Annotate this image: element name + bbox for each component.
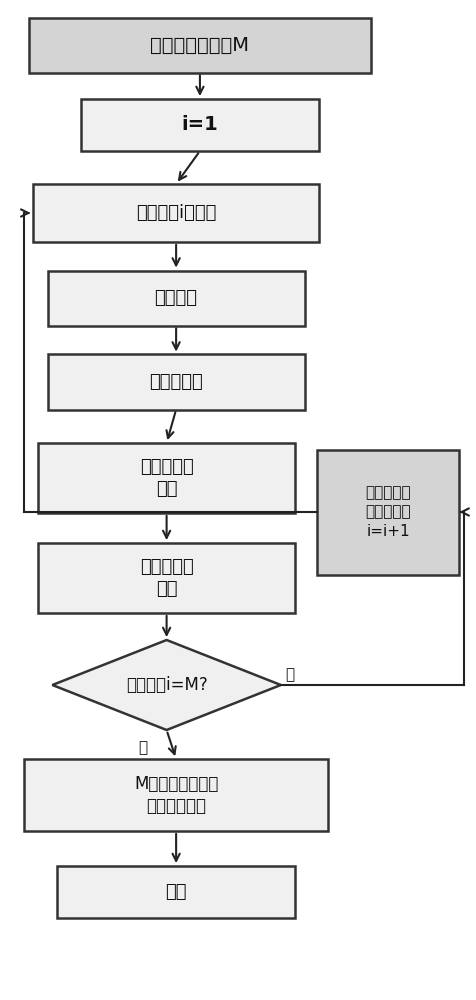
FancyBboxPatch shape (81, 99, 319, 151)
FancyBboxPatch shape (317, 450, 459, 574)
Text: 计算流速图: 计算流速图 (149, 373, 203, 391)
Text: 完成扫描i=M?: 完成扫描i=M? (126, 676, 208, 694)
FancyBboxPatch shape (24, 759, 328, 831)
Text: 扫描到第i个位置: 扫描到第i个位置 (136, 204, 216, 222)
Text: M个扫描位置所得
流速图求平均: M个扫描位置所得 流速图求平均 (134, 775, 218, 815)
FancyBboxPatch shape (33, 184, 319, 242)
Text: 采集图像: 采集图像 (155, 289, 198, 307)
FancyBboxPatch shape (29, 17, 371, 73)
FancyBboxPatch shape (38, 443, 295, 513)
FancyBboxPatch shape (48, 354, 305, 410)
Polygon shape (52, 640, 281, 730)
FancyBboxPatch shape (57, 866, 295, 918)
Text: 存储流速图
序列: 存储流速图 序列 (140, 558, 193, 598)
Text: 是: 是 (138, 740, 148, 755)
Text: 否: 否 (286, 668, 295, 682)
Text: 激光束扫描
至下一位置
i=i+1: 激光束扫描 至下一位置 i=i+1 (365, 485, 411, 539)
Text: 设定扫描位置数M: 设定扫描位置数M (150, 35, 249, 54)
Text: 结束: 结束 (165, 883, 187, 901)
FancyBboxPatch shape (38, 543, 295, 613)
FancyBboxPatch shape (48, 270, 305, 326)
Text: i=1: i=1 (181, 115, 218, 134)
Text: 流速图像素
加权: 流速图像素 加权 (140, 458, 193, 498)
